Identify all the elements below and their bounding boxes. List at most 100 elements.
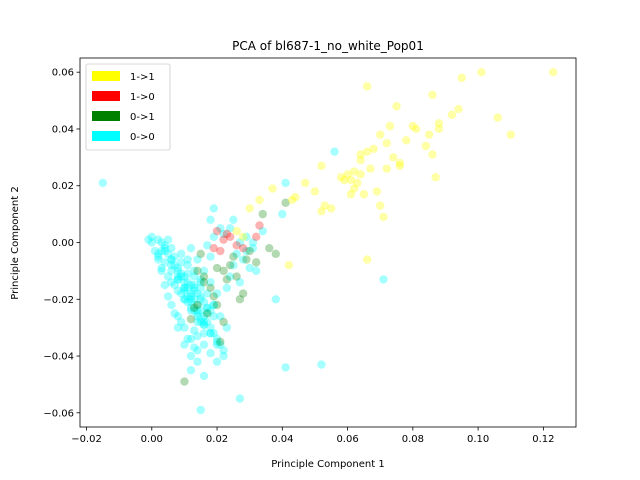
point-0-to-0-24	[193, 357, 202, 366]
point-0-to-1-12	[212, 300, 222, 310]
point-0-to-0-154	[193, 331, 202, 341]
point-1-to-1-32	[349, 184, 359, 193]
point-0-to-0-147	[212, 337, 222, 347]
point-1-to-1-23	[356, 170, 365, 179]
point-0-to-0-0	[98, 178, 108, 188]
point-0-to-1-20	[186, 314, 196, 324]
point-0-to-0-92	[206, 329, 215, 338]
point-1-to-1-7	[411, 124, 421, 134]
point-0-to-0-85	[154, 252, 163, 261]
point-0-to-0-17	[317, 360, 326, 369]
point-1-to-0-5	[238, 243, 248, 253]
x-tick-label-0: −0.02	[71, 434, 102, 445]
point-0-to-0-101	[193, 317, 202, 327]
point-0-to-1-14	[193, 300, 202, 310]
point-1-to-1-38	[310, 187, 320, 196]
point-1-to-1-5	[428, 90, 437, 100]
point-1-to-1-26	[395, 161, 404, 171]
point-1-to-1-39	[300, 178, 310, 188]
point-0-to-1-7	[225, 261, 235, 270]
x-tick-label-5: 0.08	[402, 434, 424, 445]
point-0-to-0-167	[196, 275, 205, 284]
point-1-to-1-49	[362, 255, 372, 264]
point-1-to-1-41	[287, 195, 297, 205]
point-0-to-0-131	[193, 289, 202, 298]
point-0-to-0-66	[238, 255, 248, 264]
point-0-to-0-142	[180, 295, 189, 304]
point-1-to-1-28	[402, 136, 411, 145]
legend-label-1: 1->0	[130, 92, 155, 103]
point-0-to-0-11	[219, 229, 228, 239]
point-0-to-0-138	[180, 283, 189, 293]
point-0-to-0-93	[212, 340, 222, 349]
point-0-to-0-51	[190, 295, 199, 304]
legend-swatch-3	[92, 131, 120, 141]
point-0-to-0-91	[199, 317, 209, 327]
x-tick-label-1: 0.00	[141, 434, 163, 445]
point-0-to-0-122	[176, 289, 186, 298]
point-0-to-0-98	[196, 283, 205, 293]
point-1-to-1-15	[369, 144, 378, 154]
point-0-to-0-32	[167, 300, 176, 310]
y-tick-label-4: 0.02	[52, 181, 74, 192]
point-1-to-1-36	[327, 204, 336, 213]
point-0-to-0-59	[216, 340, 225, 349]
point-0-to-0-99	[180, 295, 189, 304]
point-0-to-1-23	[203, 309, 212, 318]
point-0-to-1-11	[199, 278, 209, 287]
point-1-to-1-37	[317, 207, 326, 216]
point-0-to-0-83	[160, 241, 170, 250]
point-1-to-1-27	[389, 153, 398, 162]
point-0-to-1-3	[265, 243, 274, 253]
point-1-to-1-16	[362, 147, 372, 156]
point-0-to-0-88	[180, 283, 189, 293]
point-0-to-0-87	[173, 272, 183, 281]
point-1-to-1-45	[232, 226, 241, 236]
point-0-to-0-37	[147, 238, 156, 247]
point-0-to-0-89	[186, 295, 196, 304]
y-tick-label-3: 0.00	[52, 238, 74, 249]
point-0-to-1-25	[199, 272, 209, 281]
point-0-to-0-79	[203, 303, 212, 312]
point-0-to-1-28	[245, 246, 254, 256]
point-0-to-1-5	[238, 289, 248, 298]
point-0-to-0-7	[229, 215, 238, 224]
point-1-to-1-11	[434, 124, 444, 134]
point-0-to-0-38	[144, 235, 153, 244]
point-0-to-0-152	[203, 303, 212, 312]
point-0-to-0-110	[186, 243, 196, 253]
chart-title: PCA of bl687-1_no_white_Pop01	[232, 39, 424, 53]
y-tick-label-0: −0.06	[43, 408, 74, 419]
y-tick-label-1: −0.04	[43, 352, 74, 363]
point-0-to-0-44	[167, 255, 176, 264]
point-1-to-1-10	[376, 130, 385, 139]
point-0-to-0-139	[186, 292, 196, 301]
x-tick-label-2: 0.02	[206, 434, 228, 445]
point-0-to-0-150	[190, 286, 199, 295]
point-0-to-0-48	[180, 278, 189, 287]
point-0-to-0-18	[281, 363, 290, 372]
legend-swatch-0	[92, 71, 120, 81]
point-0-to-0-115	[173, 312, 183, 321]
point-1-to-1-33	[346, 190, 356, 199]
point-0-to-0-15	[271, 295, 280, 304]
legend: 1->1 1->0 0->1 0->0	[85, 63, 171, 151]
point-0-to-0-9	[209, 204, 218, 213]
x-axis-ticks: −0.02 0.00 0.02 0.04 0.06 0.08 0.10 0.12	[71, 427, 555, 445]
point-0-to-0-43	[163, 249, 173, 259]
point-0-to-0-134	[154, 249, 163, 259]
point-0-to-0-35	[154, 255, 163, 264]
point-0-to-0-4	[258, 226, 267, 236]
point-0-to-0-158	[203, 241, 212, 250]
point-0-to-0-71	[180, 286, 189, 295]
point-0-to-0-82	[163, 235, 173, 244]
point-0-to-0-69	[248, 243, 258, 253]
point-0-to-0-96	[183, 261, 192, 270]
point-0-to-1-27	[229, 252, 238, 261]
point-0-to-0-97	[190, 272, 199, 281]
point-0-to-0-42	[160, 243, 170, 253]
point-0-to-0-16	[379, 275, 388, 284]
point-0-to-0-111	[193, 255, 202, 264]
point-0-to-1-26	[193, 266, 202, 276]
point-0-to-0-65	[235, 238, 245, 247]
